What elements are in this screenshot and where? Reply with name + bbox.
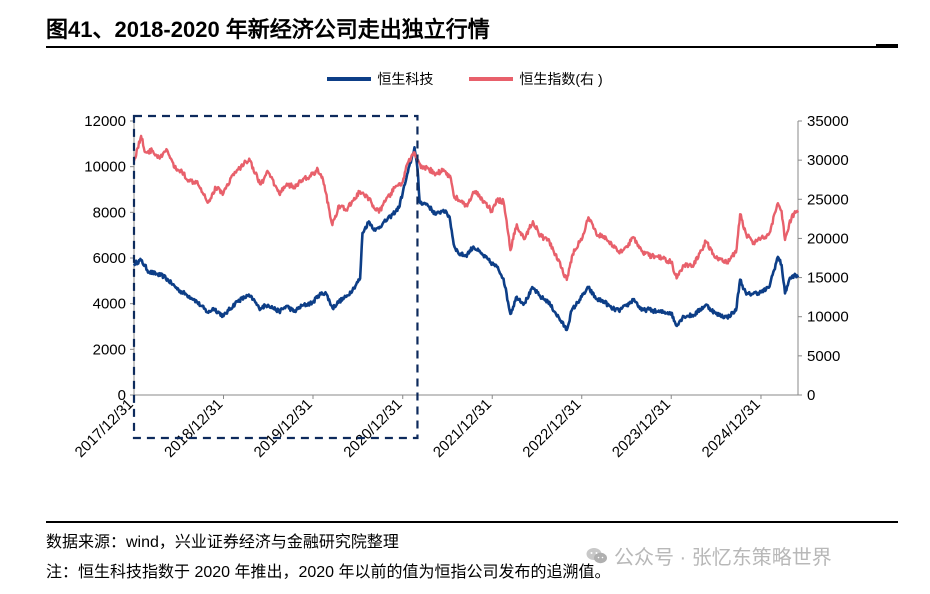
legend-label-hsi: 恒生指数(右 ) — [519, 71, 603, 87]
right-y-tick-label: 25000 — [807, 191, 849, 208]
wechat-icon — [586, 547, 607, 563]
highlight-layer — [132, 114, 419, 440]
axes-layer: 0 2000 4000 6000 8000 10000 12000 0 5000 10000 150… — [72, 113, 849, 461]
legend-label-hstech: 恒生科技 — [377, 71, 434, 87]
right-y-tick-label: 15000 — [807, 270, 849, 287]
remark-note: 注：恒生科技指数于 2020 年推出，2020 年以前的值为恒指公司发布的追溯值… — [46, 564, 611, 581]
series-line-hstech — [132, 146, 800, 332]
highlight-dashed-box — [132, 114, 419, 440]
left-y-tick-label: 12000 — [84, 113, 126, 130]
x-tick-label: 2022/12/31 — [519, 396, 584, 461]
series-layer — [132, 134, 800, 332]
watermark-text: 公众号 · 张忆东策略世界 — [614, 547, 832, 569]
x-tick-label: 2021/12/31 — [430, 396, 495, 461]
right-y-tick-label: 10000 — [807, 309, 849, 326]
top-rule-accent — [876, 44, 898, 47]
right-y-tick-label: 20000 — [807, 230, 849, 247]
left-y-tick-label: 10000 — [84, 159, 126, 176]
source-note: 数据来源：wind，兴业证券经济与金融研究院整理 — [46, 534, 399, 551]
left-y-tick-label: 6000 — [93, 250, 126, 267]
chart-area — [52, 50, 870, 515]
x-tick-label: 2019/12/31 — [251, 396, 316, 461]
right-y-tick-label: 30000 — [807, 152, 849, 169]
chart-legend: 恒生科技 恒生指数(右 ) — [0, 69, 930, 89]
left-y-tick-label: 0 — [118, 387, 126, 404]
legend-swatch-hstech — [327, 77, 372, 81]
series-line-hsi — [132, 134, 800, 282]
legend-item-hstech: 恒生科技 — [327, 69, 433, 89]
legend-swatch-hsi — [469, 77, 514, 81]
watermark: 公众号 · 张忆东策略世界 — [586, 541, 832, 570]
right-y-tick-label: 35000 — [807, 113, 849, 130]
x-tick-label: 2018/12/31 — [161, 396, 226, 461]
left-y-tick-label: 8000 — [93, 204, 126, 221]
x-tick-label: 2024/12/31 — [699, 396, 764, 461]
bottom-rule — [46, 521, 898, 523]
left-y-tick-label: 2000 — [93, 341, 126, 358]
legend-item-hsi: 恒生指数(右 ) — [469, 69, 603, 89]
figure-title: 图41、2018-2020 年新经济公司走出独立行情 — [46, 17, 490, 42]
x-tick-label: 2023/12/31 — [609, 396, 674, 461]
top-rule — [46, 46, 898, 48]
right-y-tick-label: 0 — [807, 387, 815, 404]
left-y-tick-label: 4000 — [93, 296, 126, 313]
x-tick-label: 2020/12/31 — [340, 396, 405, 461]
right-y-tick-label: 5000 — [807, 348, 840, 365]
x-tick-label: 2017/12/31 — [72, 396, 137, 461]
